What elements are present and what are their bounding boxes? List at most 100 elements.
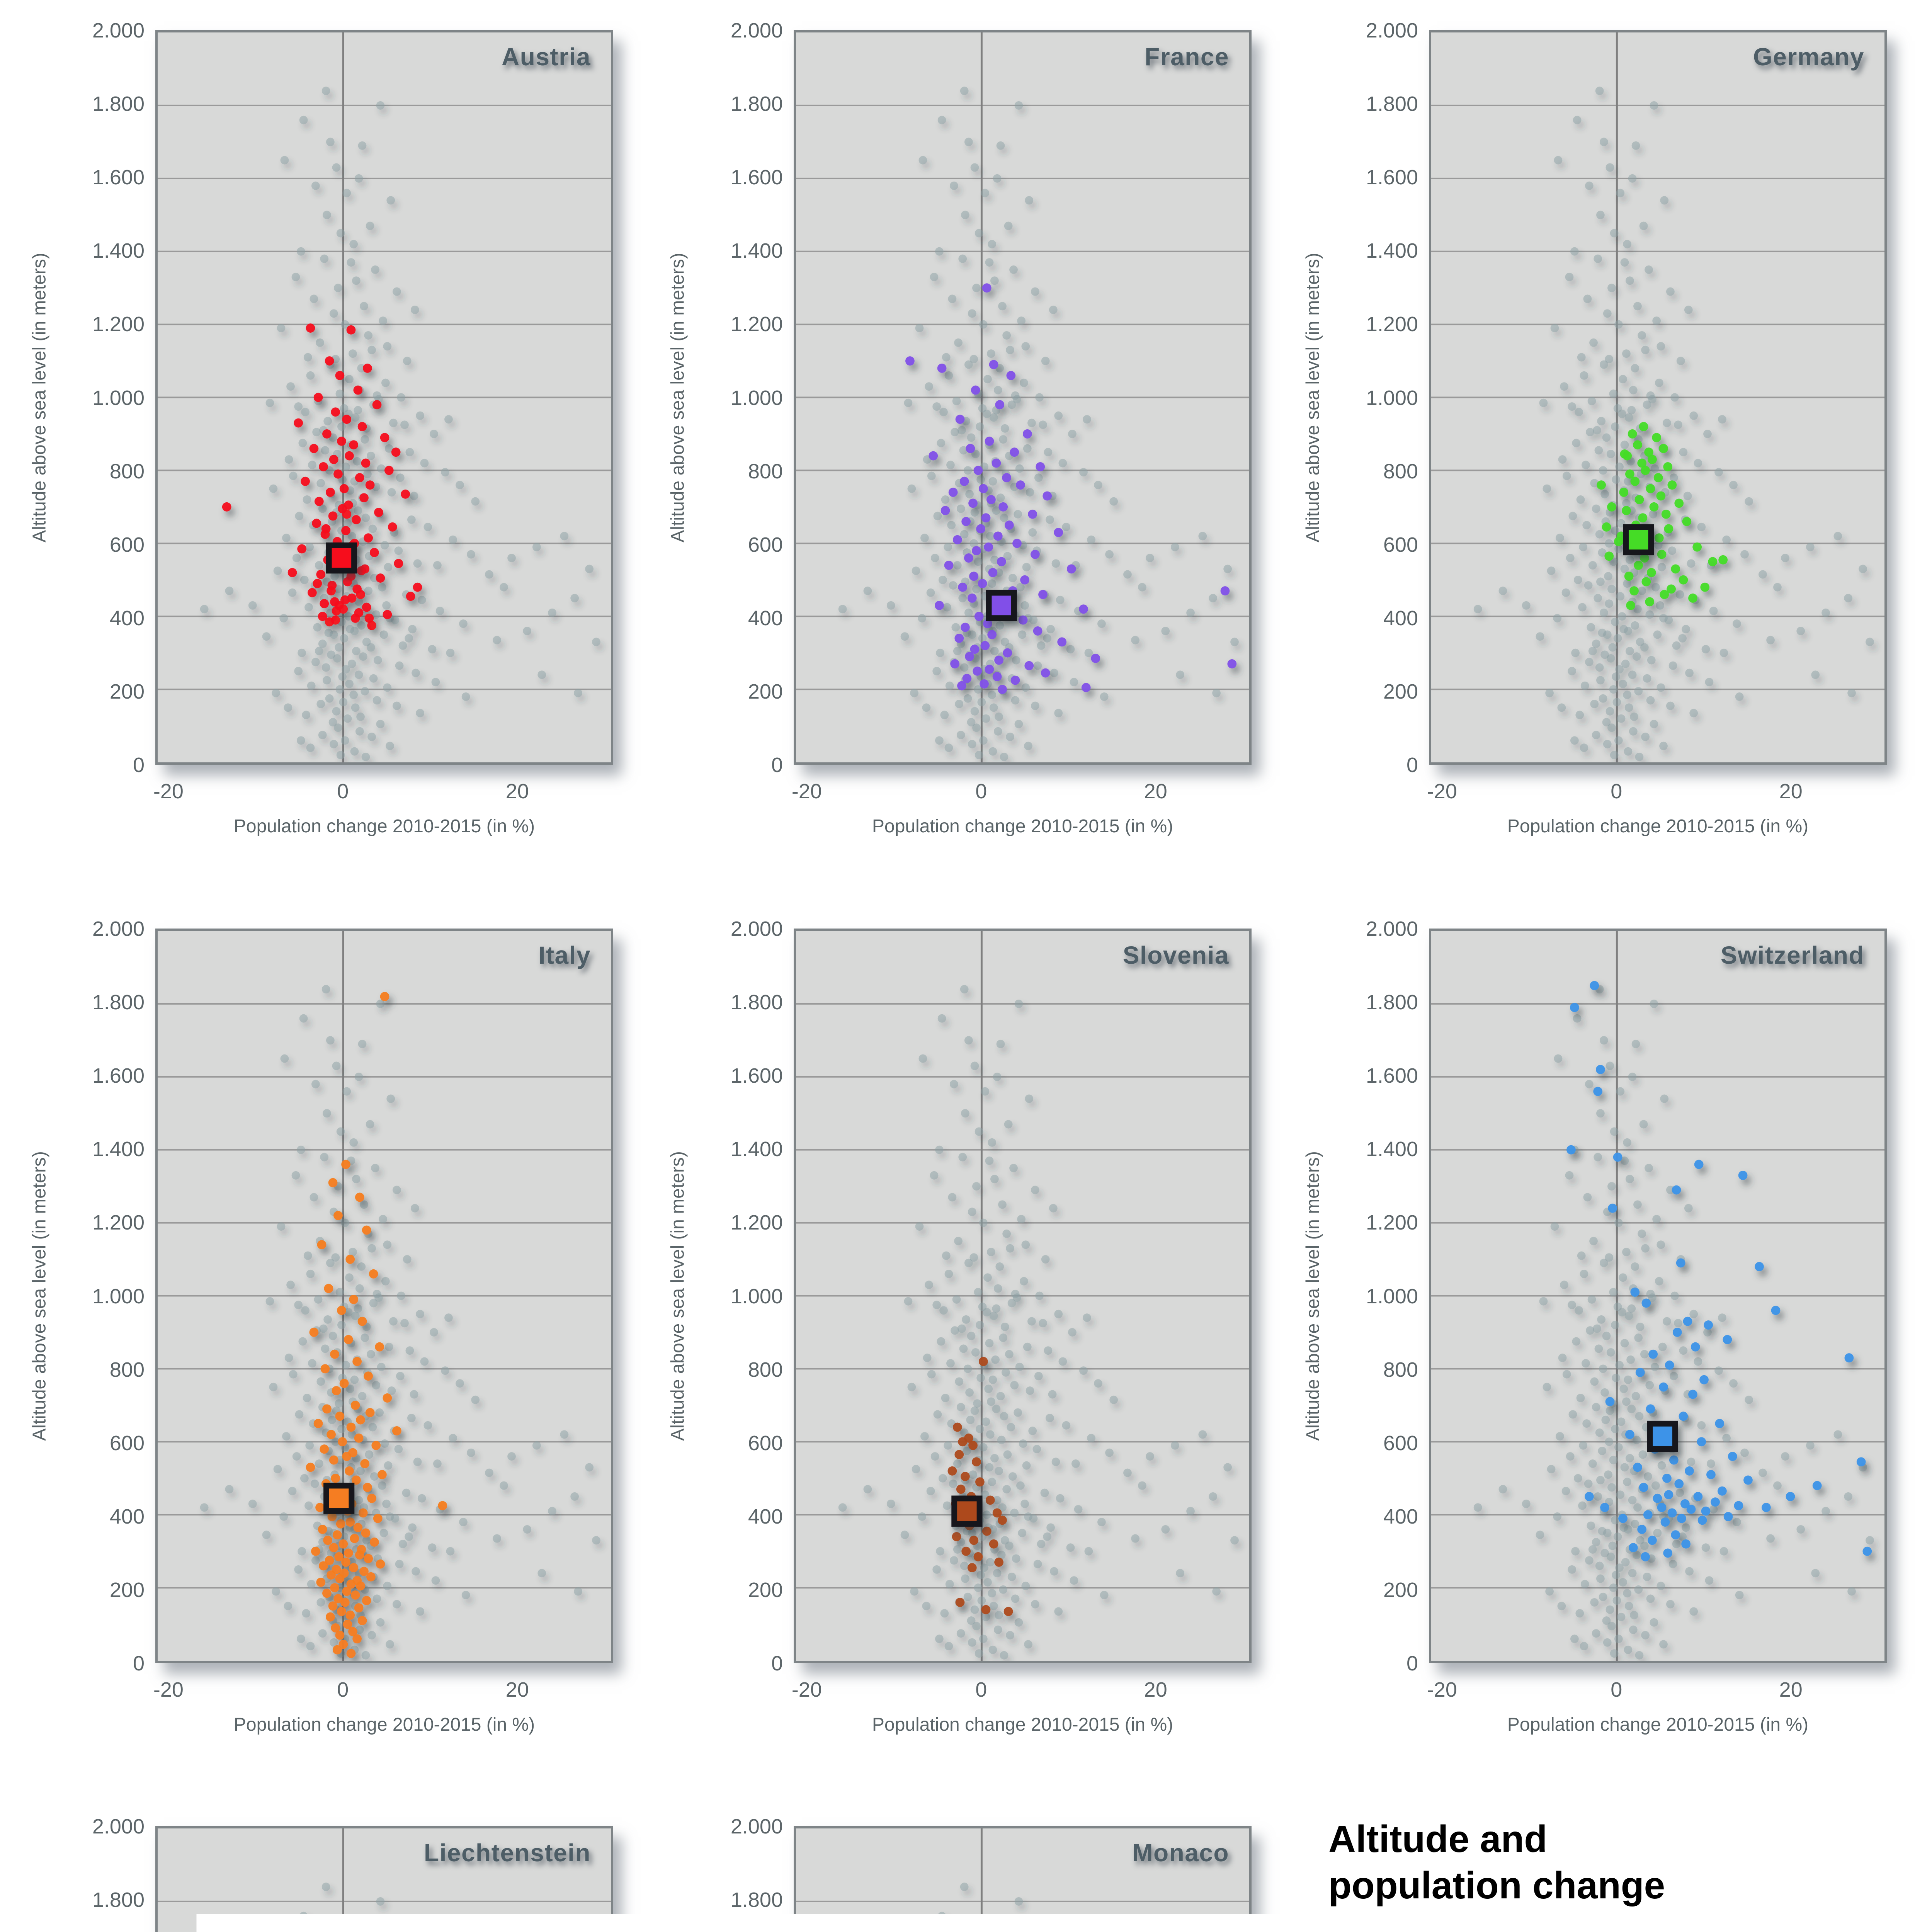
x-axis-title: Population change 2010-2015 (in %) [872,816,1173,837]
x-axis-title: Population change 2010-2015 (in %) [234,816,535,837]
y-tick-label: 600 [60,533,145,557]
panel-title-monaco: Monaco [1132,1838,1229,1867]
alpine-town-dots-layer [1474,985,1874,1660]
gridlines [796,32,1249,762]
y-tick-label: 1.200 [60,312,145,336]
panel-liechtenstein: Liechtenstein [155,1826,613,1932]
y-tick-label: 400 [698,1505,783,1529]
y-tick-label: 0 [1333,753,1418,777]
y-tick-label: 1.600 [698,165,783,189]
y-tick-label: 600 [1333,533,1418,557]
y-tick-label: 1.200 [698,1211,783,1235]
panel-monaco: Monaco [794,1826,1252,1932]
alpine-town-dots-layer [838,87,1239,761]
y-tick-label: 1.200 [60,1211,145,1235]
y-tick-label: 200 [60,680,145,704]
y-tick-label: 600 [60,1431,145,1455]
y-tick-label: 1.200 [1333,312,1418,336]
y-tick-label: 2.000 [60,1815,145,1838]
y-tick-label: 600 [698,533,783,557]
x-tick-label: 0 [1570,1678,1663,1702]
y-tick-label: 1.600 [1333,165,1418,189]
y-tick-label: 1.400 [60,1137,145,1161]
x-tick-label: 20 [471,779,564,803]
y-tick-label: 200 [698,680,783,704]
x-tick-label: 0 [935,779,1027,803]
x-tick-label: -20 [1396,779,1488,803]
y-axis-title: Altitude above sea level (in meters) [1303,253,1324,543]
y-tick-label: 0 [698,753,783,777]
y-tick-label: 400 [1333,606,1418,630]
alpine-town-dots-layer [1474,87,1874,761]
alpine-town-dots-layer [838,985,1239,1660]
y-tick-label: 1.800 [698,990,783,1014]
x-tick-label: -20 [760,779,853,803]
y-tick-label: 800 [60,1358,145,1382]
y-tick-label: 200 [1333,1578,1418,1602]
y-tick-label: 800 [1333,1358,1418,1382]
y-tick-label: 200 [698,1578,783,1602]
panel-title-austria: Austria [502,43,591,71]
x-tick-label: -20 [122,779,215,803]
y-tick-label: 1.000 [698,386,783,410]
y-tick-label: 1.600 [1333,1064,1418,1088]
panel-title-slovenia: Slovenia [1123,941,1229,969]
y-tick-label: 1.000 [60,386,145,410]
x-tick-label: 20 [1745,779,1837,803]
y-tick-label: 1.400 [1333,1137,1418,1161]
y-tick-label: 1.800 [698,92,783,116]
panel-slovenia: Slovenia [794,929,1252,1663]
gridlines [158,32,611,762]
chart-title-line2: population change [1328,1864,1665,1906]
panel-title-france: France [1145,43,1229,71]
y-tick-label: 0 [60,753,145,777]
x-tick-label: -20 [760,1678,853,1702]
y-tick-label: 1.400 [698,1137,783,1161]
x-axis-title: Population change 2010-2015 (in %) [234,1714,535,1735]
gridlines [1431,931,1884,1661]
panel-title-italy: Italy [538,941,591,969]
y-tick-label: 600 [1333,1431,1418,1455]
y-tick-label: 400 [60,1505,145,1529]
y-axis-title: Altitude above sea level (in meters) [29,1151,50,1441]
x-tick-label: 20 [471,1678,564,1702]
y-tick-label: 1.800 [1333,92,1418,116]
y-tick-label: 1.800 [1333,990,1418,1014]
x-tick-label: 0 [935,1678,1027,1702]
x-tick-label: 20 [1745,1678,1837,1702]
y-tick-label: 1.600 [60,165,145,189]
x-axis-title: Population change 2010-2015 (in %) [872,1714,1173,1735]
y-tick-label: 1.800 [60,1888,145,1912]
y-tick-label: 400 [698,606,783,630]
x-tick-label: -20 [122,1678,215,1702]
x-tick-label: 20 [1109,779,1202,803]
y-tick-label: 2.000 [698,1815,783,1838]
panel-switzerland: Switzerland [1429,929,1887,1663]
y-axis-title: Altitude above sea level (in meters) [667,1151,689,1441]
alpine-town-dots-layer [200,87,600,761]
y-axis-title: Altitude above sea level (in meters) [1303,1151,1324,1441]
y-axis-title: Altitude above sea level (in meters) [29,253,50,543]
x-tick-label: 20 [1109,1678,1202,1702]
y-tick-label: 2.000 [60,19,145,43]
alpine-town-dots-layer [838,1883,1239,1932]
y-tick-label: 1.400 [1333,239,1418,263]
y-tick-label: 1.000 [60,1284,145,1308]
y-tick-label: 2.000 [698,19,783,43]
y-tick-label: 2.000 [1333,19,1418,43]
panel-title-liechtenstein: Liechtenstein [424,1838,591,1867]
panel-italy: Italy [155,929,613,1663]
y-tick-label: 1.400 [698,239,783,263]
y-tick-label: 2.000 [698,917,783,941]
x-axis-title: Population change 2010-2015 (in %) [1507,816,1808,837]
y-tick-label: 1.000 [698,1284,783,1308]
y-tick-label: 1.800 [60,92,145,116]
y-tick-label: 0 [60,1651,145,1675]
gridlines [796,931,1249,1661]
y-tick-label: 1.600 [698,1064,783,1088]
y-tick-label: 600 [698,1431,783,1455]
alpine-town-dots-layer [200,985,600,1660]
y-tick-label: 800 [1333,459,1418,483]
y-tick-label: 1.800 [60,990,145,1014]
panel-france: France [794,30,1252,765]
